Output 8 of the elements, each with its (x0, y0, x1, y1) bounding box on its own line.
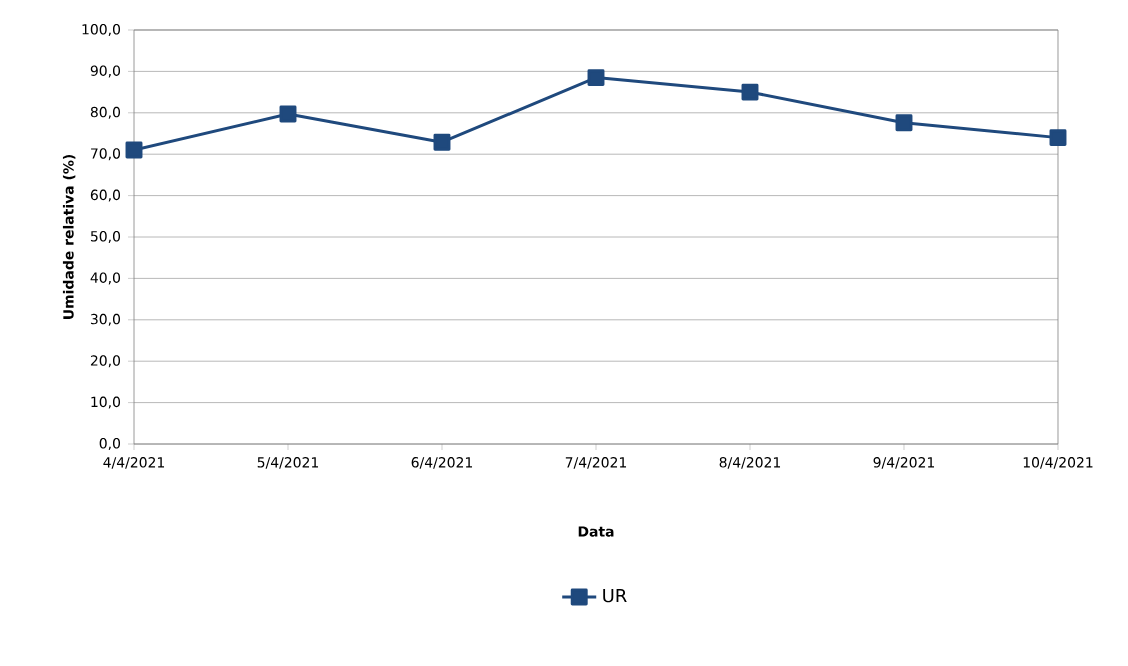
point (125, 141, 143, 159)
point (1049, 129, 1067, 147)
point (587, 69, 605, 87)
point (895, 114, 913, 132)
point (741, 83, 759, 101)
point (279, 105, 297, 123)
point (433, 133, 451, 151)
legend-label: UR (603, 589, 627, 603)
